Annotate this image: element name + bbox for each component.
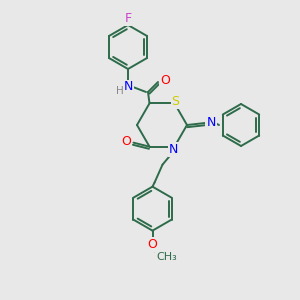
Text: O: O	[122, 135, 131, 148]
Text: CH₃: CH₃	[156, 252, 177, 262]
Text: N: N	[123, 80, 133, 94]
Text: H: H	[116, 86, 124, 96]
Text: S: S	[172, 95, 179, 108]
Text: N: N	[169, 143, 178, 156]
Text: O: O	[148, 238, 158, 251]
Text: O: O	[160, 74, 170, 86]
Text: F: F	[124, 11, 132, 25]
Text: N: N	[206, 116, 216, 130]
